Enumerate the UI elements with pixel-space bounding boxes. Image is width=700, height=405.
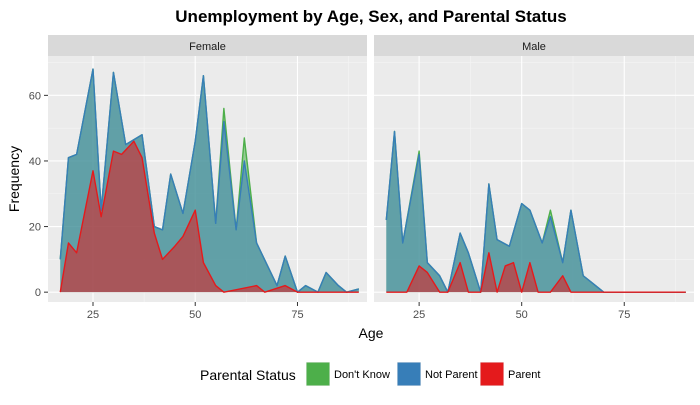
legend-label: Parent: [508, 369, 540, 381]
legend-key-swatch: [480, 362, 504, 386]
series-area-1-1: [386, 131, 686, 293]
y-axis-title: Frequency: [6, 146, 22, 212]
series-area-1-2: [386, 252, 686, 293]
x-tick-label: 75: [618, 309, 630, 321]
facet-strip: [374, 35, 694, 56]
series-line-0-1: [59, 68, 360, 293]
series-line-1-2: [386, 252, 686, 293]
x-tick-label: 50: [516, 309, 528, 321]
series-area-0-2: [60, 141, 359, 293]
x-tick-label: 25: [87, 309, 99, 321]
legend-label: Not Parent: [425, 369, 478, 381]
legend-key-swatch: [397, 362, 421, 386]
y-tick-label: 0: [35, 287, 41, 299]
y-tick-label: 60: [29, 90, 41, 102]
x-tick-label: 50: [189, 309, 201, 321]
series-line-1-1: [385, 130, 686, 293]
x-axis-title: Age: [359, 325, 384, 341]
legend-label: Don't Know: [334, 369, 390, 381]
legend-title: Parental Status: [200, 367, 296, 383]
series-line-0-2: [59, 140, 359, 293]
y-tick-label: 20: [29, 222, 41, 234]
x-tick-label: 25: [413, 309, 425, 321]
chart-title: Unemployment by Age, Sex, and Parental S…: [175, 7, 566, 26]
y-tick-label: 40: [29, 156, 41, 168]
facet-label: Male: [522, 41, 546, 53]
facet-label: Female: [189, 41, 226, 53]
x-tick-label: 75: [291, 309, 303, 321]
legend-key-swatch: [306, 362, 330, 386]
facet-strip: [48, 35, 367, 56]
